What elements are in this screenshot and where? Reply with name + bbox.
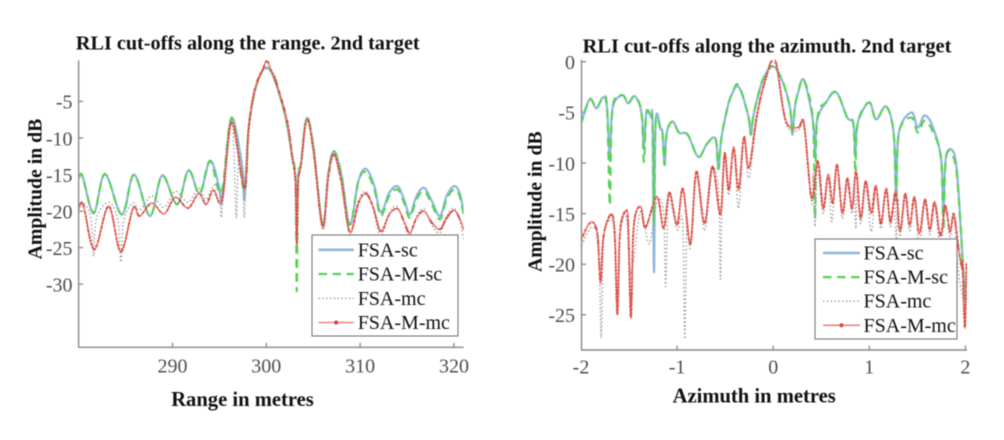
svg-text:Amplitude in dB: Amplitude in dB (525, 131, 547, 272)
svg-text:-10: -10 (46, 128, 73, 150)
svg-text:FSA-M-mc: FSA-M-mc (358, 312, 450, 334)
svg-text:RLI cut-offs along the range.: RLI cut-offs along the range. 2nd target (76, 32, 420, 54)
svg-text:-20: -20 (548, 255, 575, 277)
svg-text:-20: -20 (46, 201, 73, 223)
svg-text:FSA-M-sc: FSA-M-sc (358, 264, 443, 286)
svg-text:1: 1 (864, 357, 874, 379)
svg-text:320: 320 (439, 356, 469, 378)
svg-text:-15: -15 (46, 165, 73, 187)
svg-text:-5: -5 (558, 103, 575, 125)
svg-text:Amplitude in dB: Amplitude in dB (25, 119, 47, 260)
svg-text:0: 0 (565, 52, 575, 74)
svg-text:FSA-mc: FSA-mc (358, 288, 426, 310)
svg-text:FSA-mc: FSA-mc (864, 291, 932, 313)
svg-text:-25: -25 (46, 238, 73, 260)
svg-text:-5: -5 (56, 92, 73, 114)
svg-text:-1: -1 (669, 357, 686, 379)
svg-text:300: 300 (251, 356, 281, 378)
svg-text:FSA-M-mc: FSA-M-mc (864, 315, 956, 337)
svg-text:-10: -10 (548, 153, 575, 175)
svg-text:FSA-M-sc: FSA-M-sc (864, 267, 949, 289)
svg-text:FSA-sc: FSA-sc (358, 239, 418, 261)
svg-text:Range in metres: Range in metres (171, 389, 314, 411)
svg-text:0: 0 (768, 357, 778, 379)
svg-text:290: 290 (157, 356, 187, 378)
svg-text:-30: -30 (46, 274, 73, 296)
svg-text:-15: -15 (548, 204, 575, 226)
svg-text:-25: -25 (548, 305, 575, 327)
svg-text:FSA-sc: FSA-sc (864, 243, 924, 265)
svg-text:RLI cut-offs along the azimuth: RLI cut-offs along the azimuth. 2nd targ… (583, 35, 952, 57)
svg-text:Azimuth in metres: Azimuth in metres (673, 385, 836, 407)
svg-text:-2: -2 (573, 357, 590, 379)
svg-text:310: 310 (345, 356, 375, 378)
svg-text:2: 2 (960, 357, 970, 379)
